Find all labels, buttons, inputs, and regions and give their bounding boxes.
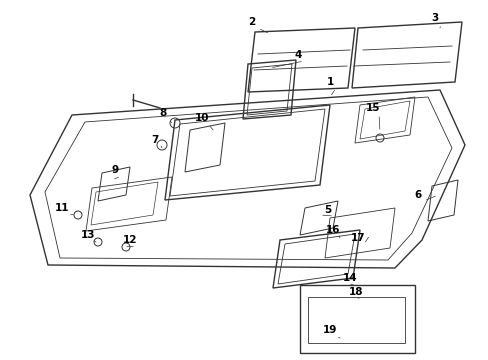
Text: 13: 13 [81,230,95,240]
Text: 1: 1 [325,77,333,87]
Text: 19: 19 [322,325,337,335]
Text: 15: 15 [365,103,380,113]
Bar [307,297,404,343]
Text: 6: 6 [413,190,421,200]
Text: 5: 5 [324,205,331,215]
Text: 8: 8 [159,108,166,118]
Text: 14: 14 [342,273,357,283]
Text: 10: 10 [194,113,209,123]
Text: 16: 16 [325,225,340,235]
Text: 9: 9 [111,165,118,175]
Text: 3: 3 [430,13,438,23]
Bar [299,285,414,353]
Text: 7: 7 [151,135,159,145]
Text: 17: 17 [350,233,365,243]
Text: 2: 2 [248,17,255,27]
Text: 12: 12 [122,235,137,245]
Text: 18: 18 [348,287,363,297]
Text: 4: 4 [294,50,301,60]
Text: 11: 11 [55,203,69,213]
